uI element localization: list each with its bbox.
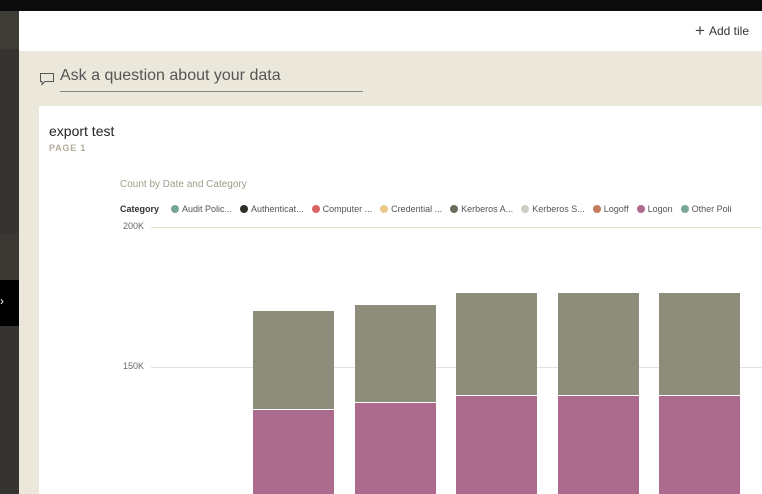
bar-segment-logon[interactable] (354, 401, 436, 494)
legend-label: Logon (647, 204, 673, 214)
bar-segment-kerberos[interactable] (253, 311, 334, 409)
legend-dot (171, 205, 180, 213)
top-bar (0, 0, 762, 11)
left-nav-rail: › (0, 11, 19, 494)
legend-item[interactable]: Audit Polic... (171, 204, 232, 214)
legend-label: Kerberos A... (461, 204, 514, 214)
legend-label: Kerberos S... (532, 204, 585, 214)
legend-item[interactable]: Credential ... (380, 204, 442, 214)
nav-item-active[interactable] (0, 280, 19, 326)
legend-title: Category (120, 204, 160, 214)
legend-label: Authenticat... (251, 204, 304, 214)
nav-item[interactable] (0, 11, 19, 49)
y-axis-tick-label: 200K (122, 221, 144, 231)
add-tile-label: Add tile (708, 24, 749, 38)
legend-item[interactable]: Computer ... (311, 204, 373, 214)
legend-label: Logoff (603, 204, 629, 214)
stacked-bar[interactable] (456, 292, 537, 494)
legend-item[interactable]: Logoff (592, 204, 629, 214)
legend-dot (311, 205, 320, 213)
bar-segment-kerberos[interactable] (557, 292, 639, 395)
legend-item[interactable]: Kerberos A... (450, 204, 513, 214)
legend-dot (240, 205, 249, 213)
legend-item[interactable]: Authenticat... (240, 204, 304, 214)
legend-item[interactable]: Logon (636, 204, 673, 214)
chart-legend: Category Audit Polic... Authenticat... Com… (120, 203, 762, 215)
legend-label: Computer ... (322, 204, 373, 214)
chevron-right-icon[interactable]: › (0, 294, 4, 308)
tile-title: export test (49, 123, 115, 139)
bar-segment-logon[interactable] (456, 394, 537, 494)
stacked-bar[interactable] (557, 292, 639, 494)
chart-title: Count by Date and Category (120, 179, 247, 190)
report-tile[interactable]: export test PAGE 1 Count by Date and Cat… (39, 106, 762, 494)
bar-segment-kerberos[interactable] (354, 305, 436, 402)
stacked-bar[interactable] (354, 305, 436, 494)
legend-dot (680, 205, 689, 213)
dashboard-toolbar: + Add tile (19, 11, 762, 51)
nav-item[interactable] (0, 234, 19, 280)
stacked-bar[interactable] (253, 311, 334, 494)
tile-subtitle: PAGE 1 (49, 143, 87, 153)
legend-dot (380, 205, 389, 213)
bar-segment-kerberos[interactable] (456, 292, 537, 395)
qa-input[interactable] (60, 65, 363, 92)
legend-dot (592, 205, 601, 213)
legend-dot (521, 205, 530, 213)
legend-label: Other Poli (691, 204, 732, 214)
legend-dot (636, 205, 645, 213)
bar-segment-logon[interactable] (659, 394, 740, 494)
gridline (151, 227, 762, 228)
legend-item[interactable]: Other Poli (680, 204, 732, 214)
legend-label: Audit Polic... (182, 204, 233, 214)
plus-icon: + (695, 21, 705, 40)
stacked-bar[interactable] (659, 292, 740, 494)
bar-segment-logon[interactable] (557, 394, 639, 494)
legend-label: Credential ... (391, 204, 443, 214)
bar-segment-logon[interactable] (253, 409, 334, 494)
add-tile-button[interactable]: + Add tile (695, 21, 749, 40)
legend-dot (450, 205, 459, 213)
speech-bubble-icon (40, 72, 54, 86)
qa-box (39, 65, 363, 92)
bar-segment-kerberos[interactable] (659, 292, 740, 395)
y-axis-tick-label: 150K (122, 361, 144, 371)
legend-item[interactable]: Kerberos S... (521, 204, 585, 214)
